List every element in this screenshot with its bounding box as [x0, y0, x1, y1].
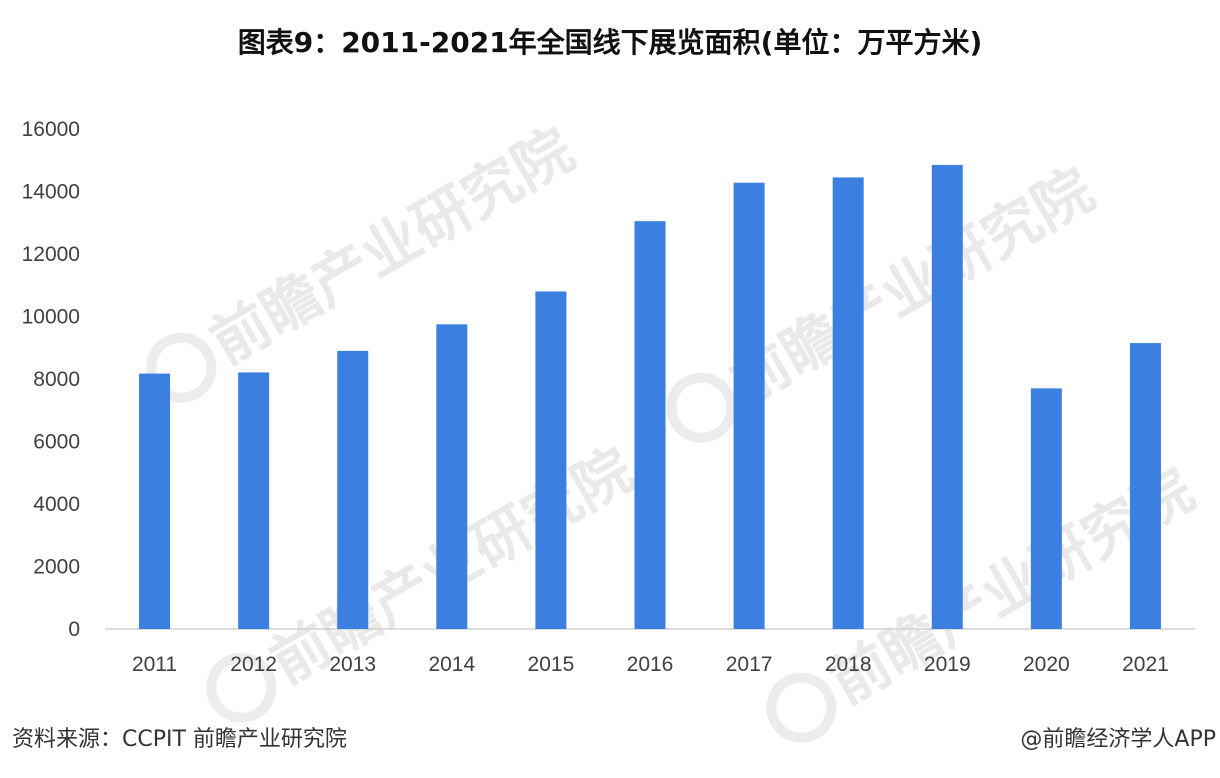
bar-2017: [733, 182, 765, 629]
x-axis: 2011 2012 2013 2014 2015 2016 2017 2018 2019 2020…: [132, 653, 1169, 676]
y-tick-label: 6000: [33, 431, 80, 454]
credit-note: @前瞻经济学人APP: [1020, 727, 1216, 752]
y-tick-label: 10000: [22, 306, 80, 329]
y-tick-label: 12000: [22, 243, 80, 266]
bar-2019: [931, 164, 963, 629]
bar-2021: [1129, 343, 1161, 629]
source-note: 资料来源：CCPIT 前瞻产业研究院: [12, 727, 347, 752]
watermark-text: 前瞻产业研究院: [199, 115, 585, 377]
watermark-circle-icon: [766, 672, 837, 743]
x-tick-label: 2020: [1023, 653, 1070, 676]
bar-2013: [337, 350, 369, 629]
x-tick-label: 2016: [627, 653, 674, 676]
watermark-circle-icon: [206, 652, 277, 723]
bar-2018: [832, 177, 864, 629]
bars-group: [139, 164, 1161, 629]
y-axis: 0 2000 4000 6000 8000 10000 12000 14000 16000: [22, 118, 80, 641]
x-tick-label: 2015: [528, 653, 575, 676]
chart-title: 图表9：2011-2021年全国线下展览面积(单位：万平方米): [238, 26, 983, 59]
watermark-text: 前瞻产业研究院: [719, 155, 1105, 417]
x-tick-label: 2019: [924, 653, 971, 676]
bar-2016: [634, 221, 666, 629]
y-tick-label: 8000: [33, 368, 80, 391]
x-tick-label: 2011: [132, 653, 177, 676]
x-tick-label: 2012: [230, 653, 277, 676]
bar-2011: [139, 373, 171, 629]
bar-2014: [436, 324, 468, 629]
bar-2015: [535, 291, 567, 629]
bar-2020: [1030, 388, 1062, 629]
x-tick-label: 2018: [825, 653, 872, 676]
y-tick-label: 16000: [22, 118, 80, 141]
x-tick-label: 2017: [726, 653, 773, 676]
y-tick-label: 0: [68, 618, 80, 641]
watermark-circle-icon: [666, 372, 737, 443]
bar-2012: [238, 372, 270, 629]
y-tick-label: 4000: [33, 493, 80, 516]
x-tick-label: 2013: [329, 653, 376, 676]
x-tick-label: 2021: [1122, 653, 1169, 676]
x-tick-label: 2014: [428, 653, 475, 676]
y-tick-label: 2000: [33, 556, 80, 579]
y-tick-label: 14000: [22, 181, 80, 204]
